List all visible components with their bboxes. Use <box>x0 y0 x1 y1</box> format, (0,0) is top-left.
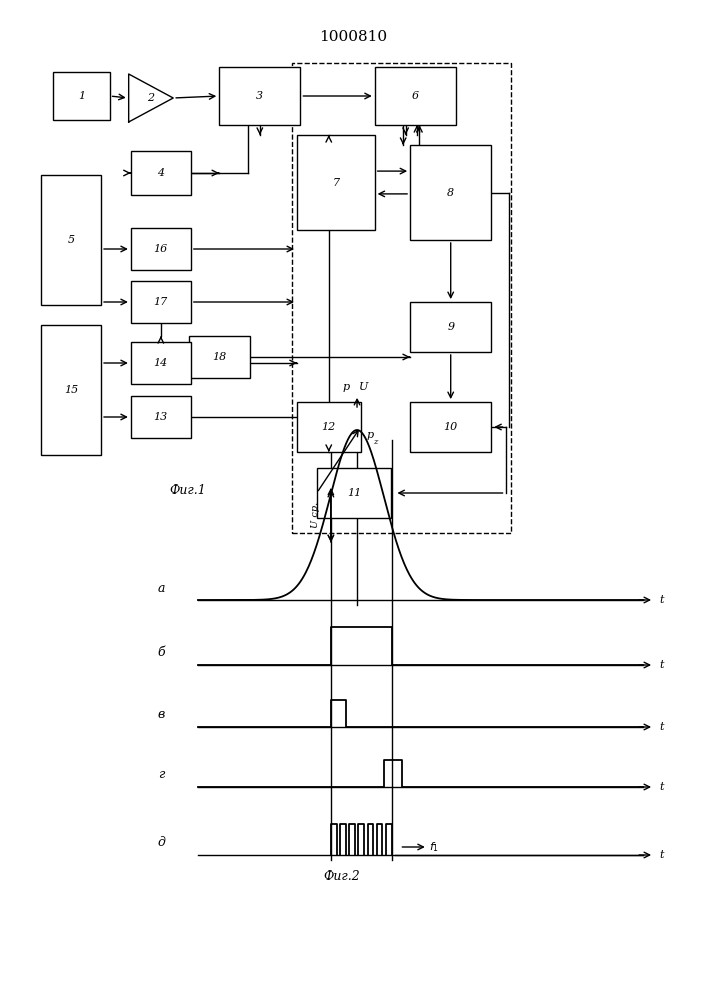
Bar <box>292 63 511 533</box>
Bar <box>219 67 300 125</box>
Text: 4: 4 <box>157 168 165 178</box>
Text: в: в <box>158 708 165 721</box>
Text: 9: 9 <box>447 322 455 332</box>
Bar <box>297 402 361 452</box>
Text: Фиг.2: Фиг.2 <box>323 870 360 884</box>
Text: г: г <box>158 768 165 782</box>
Bar <box>131 151 191 195</box>
Text: Фиг.1: Фиг.1 <box>169 484 206 496</box>
Text: 5: 5 <box>67 235 75 245</box>
Bar <box>131 281 191 323</box>
Bar <box>131 396 191 438</box>
Text: t: t <box>659 850 663 860</box>
Text: р: р <box>366 430 373 440</box>
Text: t: t <box>659 722 663 732</box>
Text: 2: 2 <box>147 93 155 103</box>
Text: 14: 14 <box>153 358 168 368</box>
Text: 7: 7 <box>332 178 339 188</box>
Text: а: а <box>158 581 165 594</box>
Bar <box>410 402 491 452</box>
Text: $f_1$: $f_1$ <box>429 840 439 854</box>
Text: t: t <box>659 782 663 792</box>
Text: 3: 3 <box>256 91 264 101</box>
Bar <box>131 342 191 384</box>
Text: 11: 11 <box>346 488 361 498</box>
Bar <box>53 72 110 120</box>
Text: 16: 16 <box>153 244 168 254</box>
Text: д: д <box>157 836 165 850</box>
Bar <box>375 67 456 125</box>
Text: 1: 1 <box>78 91 85 101</box>
Bar <box>41 175 101 305</box>
Bar <box>410 302 491 352</box>
Bar <box>189 336 250 378</box>
Text: 1000810: 1000810 <box>320 30 387 44</box>
Text: z: z <box>373 438 377 446</box>
Bar <box>131 228 191 270</box>
Text: 18: 18 <box>212 352 227 362</box>
Text: t: t <box>659 660 663 670</box>
Bar <box>297 135 375 230</box>
Text: 12: 12 <box>322 422 336 432</box>
Text: 6: 6 <box>411 91 419 101</box>
Bar <box>317 468 391 518</box>
Text: р: р <box>342 382 349 392</box>
Bar <box>410 145 491 240</box>
Text: 17: 17 <box>153 297 168 307</box>
Text: 15: 15 <box>64 385 78 395</box>
Text: 10: 10 <box>443 422 458 432</box>
Text: б: б <box>158 646 165 660</box>
Text: 13: 13 <box>153 412 168 422</box>
Text: t: t <box>659 595 663 605</box>
Text: 8: 8 <box>447 188 455 198</box>
Text: U: U <box>359 382 369 392</box>
Text: U ср.: U ср. <box>311 502 320 528</box>
Bar <box>41 325 101 455</box>
